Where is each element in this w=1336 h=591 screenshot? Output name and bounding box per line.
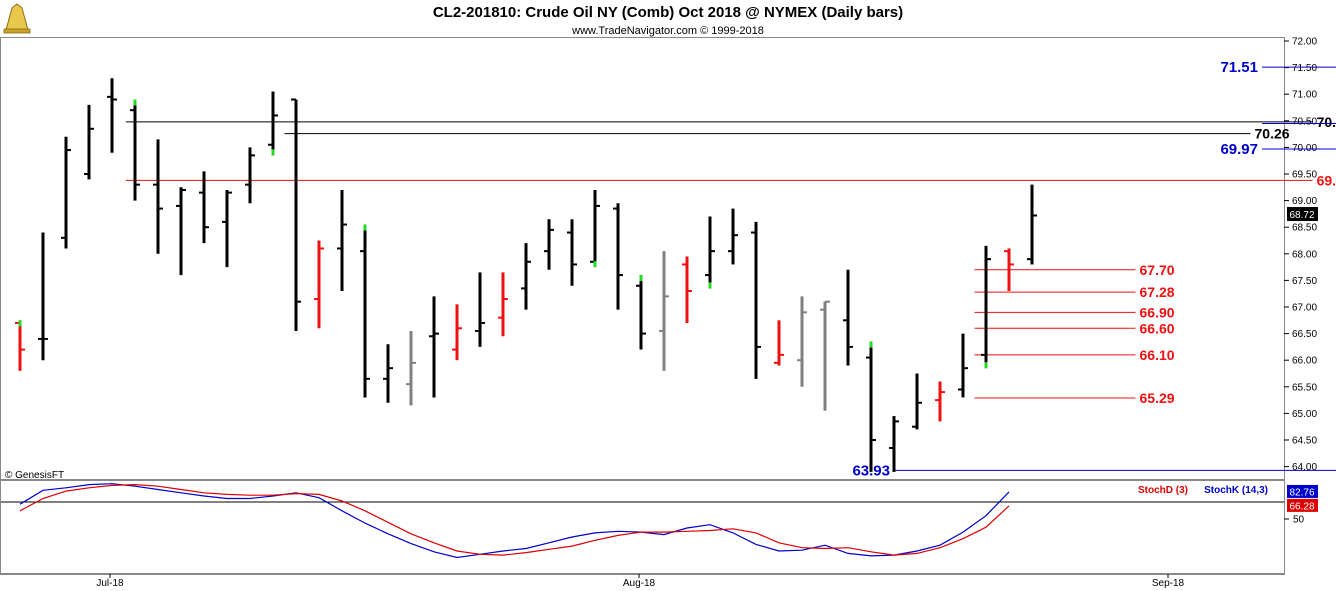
ohlc-bar [889, 416, 899, 472]
price-tick-label: 66.00 [1292, 356, 1317, 367]
ohlc-bar [1004, 248, 1014, 292]
ohlc-bar [567, 219, 577, 286]
ohlc-bar [314, 240, 324, 329]
ohlc-bar [498, 272, 508, 337]
ohlc-bar [820, 300, 830, 411]
ohlc-bar [107, 78, 117, 153]
ohlc-bar [61, 136, 71, 249]
price-axis: 72.0071.5071.0070.5070.0069.5069.0068.50… [1284, 37, 1317, 473]
price-tick-label: 64.50 [1292, 436, 1317, 447]
stochastic-axis: 50 82.76 66.28 [1284, 484, 1318, 526]
level-label: 66.10 [1140, 347, 1175, 363]
ohlc-bar [751, 221, 761, 379]
ohlc-bar [1027, 184, 1037, 265]
stoch-k-line [19, 483, 1010, 559]
logo-icon [3, 3, 31, 34]
date-axis: Jul-18 Aug-18 Sep-18 [0, 574, 1285, 589]
ohlc-bar [429, 296, 439, 398]
ohlc-bar [199, 171, 209, 244]
ohlc-bar [337, 189, 347, 292]
stoch-legend-entry: StochD (3) [1138, 485, 1188, 496]
ohlc-bars [15, 78, 1037, 472]
stoch-legend-entry: StochK (14,3) [1204, 485, 1268, 496]
ohlc-bar [935, 381, 945, 422]
level-label: 71.51 [1220, 59, 1258, 76]
price-tick-label: 64.00 [1292, 462, 1317, 473]
price-tick-label: 66.50 [1292, 329, 1317, 340]
level-label: 66.60 [1140, 320, 1175, 336]
stoch-d-value: 66.28 [1289, 501, 1314, 512]
ohlc-bar [613, 203, 623, 310]
price-tick-label: 65.00 [1292, 409, 1317, 420]
stoch-d-line [19, 483, 1010, 556]
price-tick-label: 65.50 [1292, 382, 1317, 393]
ohlc-bar [981, 245, 991, 369]
ohlc-bar [843, 269, 853, 366]
price-panel [0, 37, 1285, 480]
price-tick-label: 71.00 [1292, 90, 1317, 101]
level-label: 66.90 [1140, 304, 1175, 320]
ohlc-bar [406, 330, 416, 406]
level-label: 67.28 [1140, 284, 1175, 300]
ohlc-bar [291, 98, 301, 331]
ohlc-bar [866, 341, 876, 472]
ohlc-bar [797, 296, 807, 387]
last-price-label: 68.72 [1289, 210, 1314, 221]
price-tick-label: 72.00 [1292, 37, 1317, 48]
level-label: 65.29 [1140, 390, 1175, 406]
ohlc-bar [130, 99, 140, 201]
ohlc-bar [636, 275, 646, 350]
ohlc-bar [383, 344, 393, 403]
stochastic-panel [0, 480, 1285, 574]
price-tick-label: 70.00 [1292, 143, 1317, 154]
price-tick-label: 68.50 [1292, 223, 1317, 234]
last-price-badge: 68.72 [1287, 207, 1318, 221]
chart-subtitle: www.TradeNavigator.com © 1999-2018 [571, 25, 764, 37]
stoch-k-badge [1287, 484, 1318, 498]
level-label: 67.70 [1140, 262, 1175, 278]
ohlc-bar [659, 251, 669, 371]
ohlc-bar [544, 219, 554, 270]
date-tick-label: Aug-18 [623, 578, 656, 589]
ohlc-bar [84, 104, 94, 180]
ohlc-bar [222, 189, 232, 268]
ohlc-bar [15, 320, 25, 371]
price-tick-label: 67.50 [1292, 276, 1317, 287]
price-tick-label: 67.00 [1292, 303, 1317, 314]
ohlc-bar [912, 373, 922, 430]
ohlc-bar [38, 232, 48, 361]
ohlc-bar [176, 187, 186, 276]
date-tick-label: Sep-18 [1152, 578, 1185, 589]
stoch-d-badge [1287, 498, 1318, 512]
level-label: 70.26 [1255, 126, 1290, 142]
ohlc-bar [682, 256, 692, 323]
stoch-k-value: 82.76 [1289, 487, 1314, 498]
date-tick-label: Jul-18 [96, 578, 124, 589]
ohlc-bar [958, 333, 968, 398]
ohlc-bar [268, 91, 278, 156]
ohlc-bar [360, 224, 370, 398]
ohlc-bar [728, 208, 738, 265]
chart-title: CL2-201810: Crude Oil NY (Comb) Oct 2018… [433, 4, 903, 21]
ohlc-bar [245, 147, 255, 204]
price-tick-label: 71.50 [1292, 63, 1317, 74]
stochastic-legend: StochD (3) StochK (14,3) [1138, 485, 1268, 496]
ohlc-bar [774, 320, 784, 366]
ohlc-bar [590, 189, 600, 268]
copyright-genesis: © GenesisFT [5, 470, 64, 481]
price-tick-label: 69.00 [1292, 196, 1317, 207]
ohlc-bar [705, 216, 715, 289]
ohlc-bar [521, 243, 531, 310]
stoch-tick-label: 50 [1293, 515, 1305, 526]
level-label: 69.97 [1220, 141, 1258, 158]
level-label: 70.48 [1317, 114, 1336, 130]
price-tick-label: 69.50 [1292, 170, 1317, 181]
level-label: 69.38 [1317, 172, 1336, 188]
ohlc-bar [452, 304, 462, 361]
stochastic-lines [19, 483, 1010, 559]
price-tick-label: 68.00 [1292, 249, 1317, 260]
ohlc-bar [153, 139, 163, 254]
ohlc-bar [475, 272, 485, 347]
